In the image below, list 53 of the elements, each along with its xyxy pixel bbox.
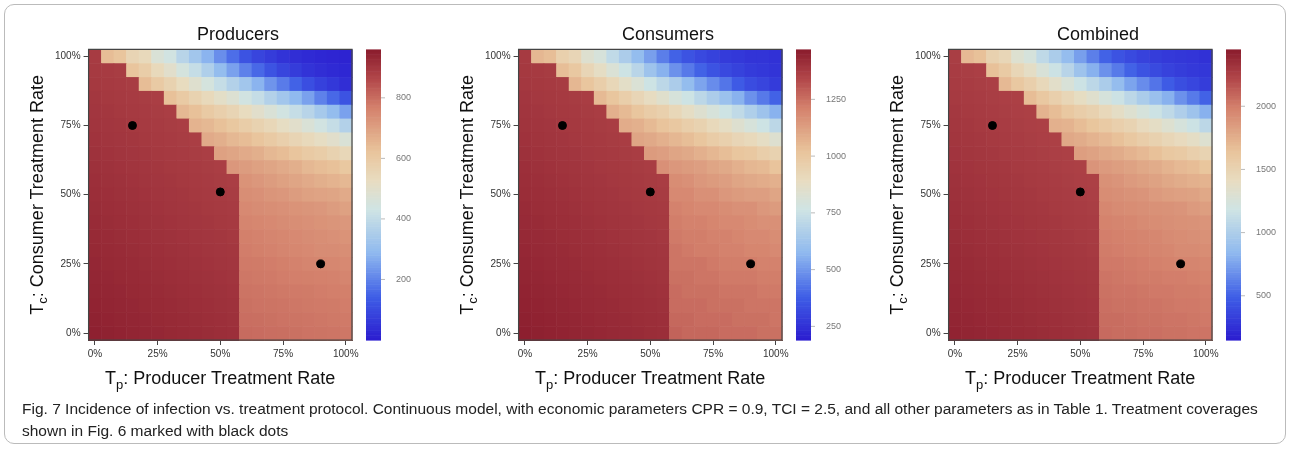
x-tick-label: 50% bbox=[210, 347, 231, 359]
x-tick-label: 100% bbox=[762, 347, 789, 359]
color-bar-label: 1250 bbox=[826, 93, 847, 104]
y-tick-label: 25% bbox=[60, 257, 81, 269]
x-tick-label: 25% bbox=[1007, 347, 1028, 359]
x-tick-label: 75% bbox=[1133, 347, 1154, 359]
y-tick-label: 100% bbox=[55, 50, 81, 62]
y-tick-label: 50% bbox=[490, 188, 511, 200]
x-tick-label: 0% bbox=[517, 347, 533, 359]
x-tick-label: 50% bbox=[1070, 347, 1091, 359]
color-bar-label: 500 bbox=[826, 264, 842, 275]
y-tick-label: 0% bbox=[496, 326, 511, 338]
y-tick-label: 25% bbox=[920, 257, 941, 269]
x-tick-label: 0% bbox=[947, 347, 963, 359]
x-tick-label: 25% bbox=[147, 347, 168, 359]
x-tick-label: 25% bbox=[577, 347, 598, 359]
color-bar-label: 1000 bbox=[826, 150, 847, 161]
point bbox=[215, 187, 225, 197]
color-bar-label: 1000 bbox=[1256, 227, 1277, 238]
y-tick-label: 75% bbox=[920, 119, 941, 131]
y-axis-title: Tc: Consumer Treatment Rate bbox=[886, 75, 911, 315]
y-tick-label: 0% bbox=[66, 326, 81, 338]
chart-title: Consumers bbox=[621, 23, 715, 44]
y-tick-label: 75% bbox=[60, 119, 81, 131]
color-bar-label: 1500 bbox=[1256, 163, 1277, 174]
y-axis-title: Tc: Consumer Treatment Rate bbox=[26, 75, 51, 315]
y-tick-label: 100% bbox=[915, 50, 941, 62]
x-tick-label: 75% bbox=[703, 347, 724, 359]
color-bar-label: 250 bbox=[826, 320, 842, 331]
y-tick-label: 25% bbox=[490, 257, 511, 269]
x-tick-label: 50% bbox=[640, 347, 661, 359]
point bbox=[645, 187, 655, 197]
color-bar-label: 600 bbox=[396, 152, 412, 163]
color-bar-label: 200 bbox=[396, 273, 412, 284]
y-tick-label: 100% bbox=[485, 50, 511, 62]
y-axis-title: Tc: Consumer Treatment Rate bbox=[456, 75, 481, 315]
color-bar-label: 500 bbox=[1256, 290, 1272, 301]
y-tick-label: 0% bbox=[926, 326, 941, 338]
x-tick-label: 0% bbox=[87, 347, 103, 359]
y-tick-label: 50% bbox=[60, 188, 81, 200]
color-bar-label: 750 bbox=[826, 207, 842, 218]
y-tick-label: 75% bbox=[490, 119, 511, 131]
point bbox=[1075, 187, 1085, 197]
x-tick-label: 100% bbox=[1192, 347, 1219, 359]
color-bar-label: 400 bbox=[396, 213, 412, 224]
caption: Fig. 7 Incidence of infection vs. treatment protocol. Continuous model, with economic parameters CPR = 0.9, TCI = 2.5, and all other parameters as in Table 1. Treatment coverages shown in Fig. 6 marked with black dots bbox=[22, 399, 1259, 441]
chart-title: Producers bbox=[196, 23, 280, 44]
y-tick-label: 50% bbox=[920, 188, 941, 200]
x-tick-label: 100% bbox=[332, 347, 359, 359]
chart-title: Combined bbox=[1056, 23, 1140, 44]
color-bar-label: 2000 bbox=[1256, 100, 1277, 111]
x-tick-label: 75% bbox=[273, 347, 294, 359]
color-bar-label: 800 bbox=[396, 92, 412, 103]
